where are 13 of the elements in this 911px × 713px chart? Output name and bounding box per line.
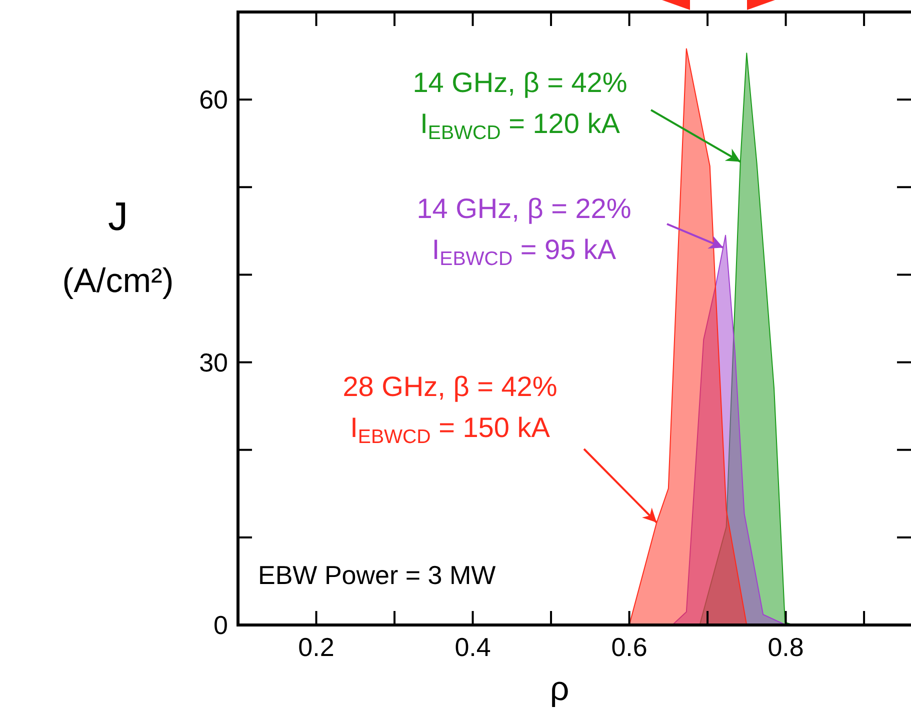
x-tick-label: 0.2 [298,632,334,662]
y-tick-label: 0 [214,610,228,640]
annotation: 14 GHz, β = 42% I$_{EBWCD}$ = 120 kA [412,67,628,144]
annotation: 14 GHz, β = 22% I$_{EBWCD}$ = 95 kA [416,193,632,270]
y-tick-label: 30 [199,347,228,378]
y-tick-label: 60 [199,84,228,115]
y-axis-title: J (A/cm²) [62,195,174,300]
annotation: 28 GHz, β = 42% I$_{EBWCD}$ = 150 kA [342,371,558,448]
x-tick-label: 0.4 [454,632,491,662]
x-axis-title: ρ [550,670,570,708]
annotation: EBW Power = 3 MW [258,560,496,590]
x-tick-label: 0.8 [768,632,804,662]
x-tick-label: 0.6 [611,632,648,662]
